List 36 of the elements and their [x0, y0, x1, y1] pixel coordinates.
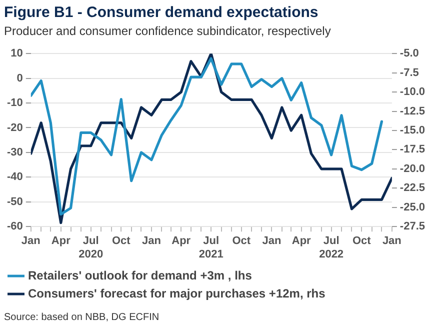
y-tick-label: 0 [16, 72, 23, 84]
x-tick-label: Jan [382, 235, 402, 248]
x-tick-label: Apr [292, 235, 312, 248]
x-tick-label: Jan [142, 235, 162, 248]
x-tick-label: Oct [112, 235, 131, 248]
y2-tick-label: -17.5 [400, 144, 426, 156]
x-tick-label: Jul 2021 [198, 235, 224, 260]
y2-tick-label: -22.5 [400, 182, 426, 194]
y-tick-label: 10 [10, 48, 23, 60]
x-tick-label: Jan [21, 235, 41, 248]
legend-label: Retailers' outlook for demand +3m , lhs [28, 268, 252, 282]
x-tick-label: Jan [262, 235, 282, 248]
y-tick-label: -30 [6, 146, 23, 158]
x-tick-label: Jul 2020 [78, 235, 104, 260]
y-tick-label: -50 [6, 196, 23, 208]
y2-tick-label: -20.0 [400, 162, 426, 175]
x-tick-label: Oct [352, 235, 372, 248]
x-tick-label: Apr [51, 235, 72, 248]
y-tick-label: -40 [6, 171, 23, 184]
y-tick-label: -20 [6, 122, 23, 134]
y2-tick-label: -27.5 [400, 220, 426, 233]
x-tick-label: Oct [232, 235, 251, 248]
legend-label: Consumers' forecast for major purchases +12m, rhs [28, 286, 326, 300]
y2-tick-label: -12.5 [400, 105, 426, 118]
y2-tick-label: -7.5 [400, 66, 419, 79]
chart-title: Figure B1 - Consumer demand expectations [4, 4, 318, 21]
chart-subtitle: Producer and consumer confidence subindicator, respectively [4, 24, 331, 38]
y2-tick-label: -15.0 [400, 124, 426, 137]
source-note: Source: based on NBB, DG ECFIN [4, 312, 160, 323]
y2-tick-label: -5.0 [400, 48, 419, 60]
x-tick-label: Apr [172, 235, 192, 248]
y2-tick-label: -10.0 [400, 86, 426, 98]
y-tick-label: -10 [6, 97, 23, 110]
y2-tick-label: -25.0 [400, 201, 426, 214]
x-tick-label: Jul 2022 [319, 235, 344, 260]
y-tick-label: -60 [6, 220, 23, 233]
